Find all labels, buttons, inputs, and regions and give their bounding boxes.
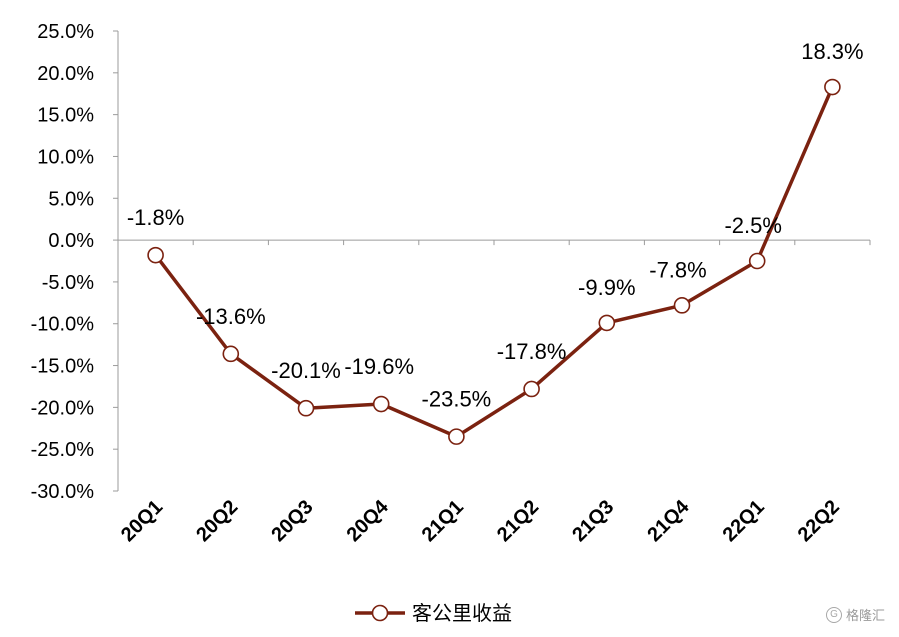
data-point (748, 252, 766, 270)
data-label: -13.6% (196, 304, 266, 329)
x-tick-label: 20Q2 (192, 496, 242, 546)
y-tick-label: 5.0% (48, 188, 94, 210)
x-tick-label: 21Q3 (568, 496, 618, 546)
watermark-text: 格隆汇 (845, 608, 885, 623)
data-point (222, 345, 240, 363)
data-label: -9.9% (578, 275, 635, 300)
y-tick-label: 0.0% (48, 230, 94, 252)
legend-marker (371, 604, 389, 622)
data-label: -23.5% (422, 387, 492, 412)
data-point (297, 399, 315, 417)
legend-label: 客公里收益 (412, 602, 512, 625)
data-label: -19.6% (344, 354, 414, 379)
x-tick-label: 21Q1 (418, 496, 468, 546)
watermark-logo-icon: G (825, 606, 842, 623)
data-label: -17.8% (497, 339, 567, 364)
x-tick-label: 20Q3 (267, 496, 317, 546)
series-line (154, 86, 835, 439)
x-tick-label: 22Q1 (719, 496, 769, 546)
x-tick-label: 22Q2 (794, 496, 844, 546)
data-point (523, 380, 540, 398)
y-tick-label: 10.0% (37, 146, 94, 168)
x-tick-label: 21Q2 (493, 496, 543, 546)
y-tick-label: -20.0% (31, 397, 95, 419)
x-tick-label: 20Q1 (117, 496, 167, 546)
y-tick-label: -5.0% (42, 272, 94, 294)
data-point (598, 314, 616, 332)
x-tick-label: 20Q4 (343, 495, 394, 546)
data-label: -2.5% (724, 213, 781, 238)
y-tick-label: -10.0% (31, 314, 95, 336)
y-tick-label: 15.0% (37, 105, 94, 127)
y-tick-label: 25.0% (37, 21, 94, 43)
data-label: -20.1% (271, 358, 341, 383)
x-tick-label: 21Q4 (643, 495, 694, 546)
data-label: -1.8% (127, 205, 184, 230)
data-point (372, 395, 390, 413)
data-point (147, 246, 164, 264)
data-point (448, 428, 465, 445)
y-tick-label: -15.0% (31, 356, 95, 378)
data-point (824, 78, 841, 96)
y-tick-label: -30.0% (31, 481, 95, 503)
y-tick-label: 20.0% (37, 63, 94, 85)
data-point (673, 297, 691, 314)
watermark: G 格隆汇 (825, 605, 885, 624)
data-label: -7.8% (649, 257, 706, 282)
y-tick-label: -25.0% (31, 439, 95, 461)
data-label: 18.3% (801, 39, 863, 64)
